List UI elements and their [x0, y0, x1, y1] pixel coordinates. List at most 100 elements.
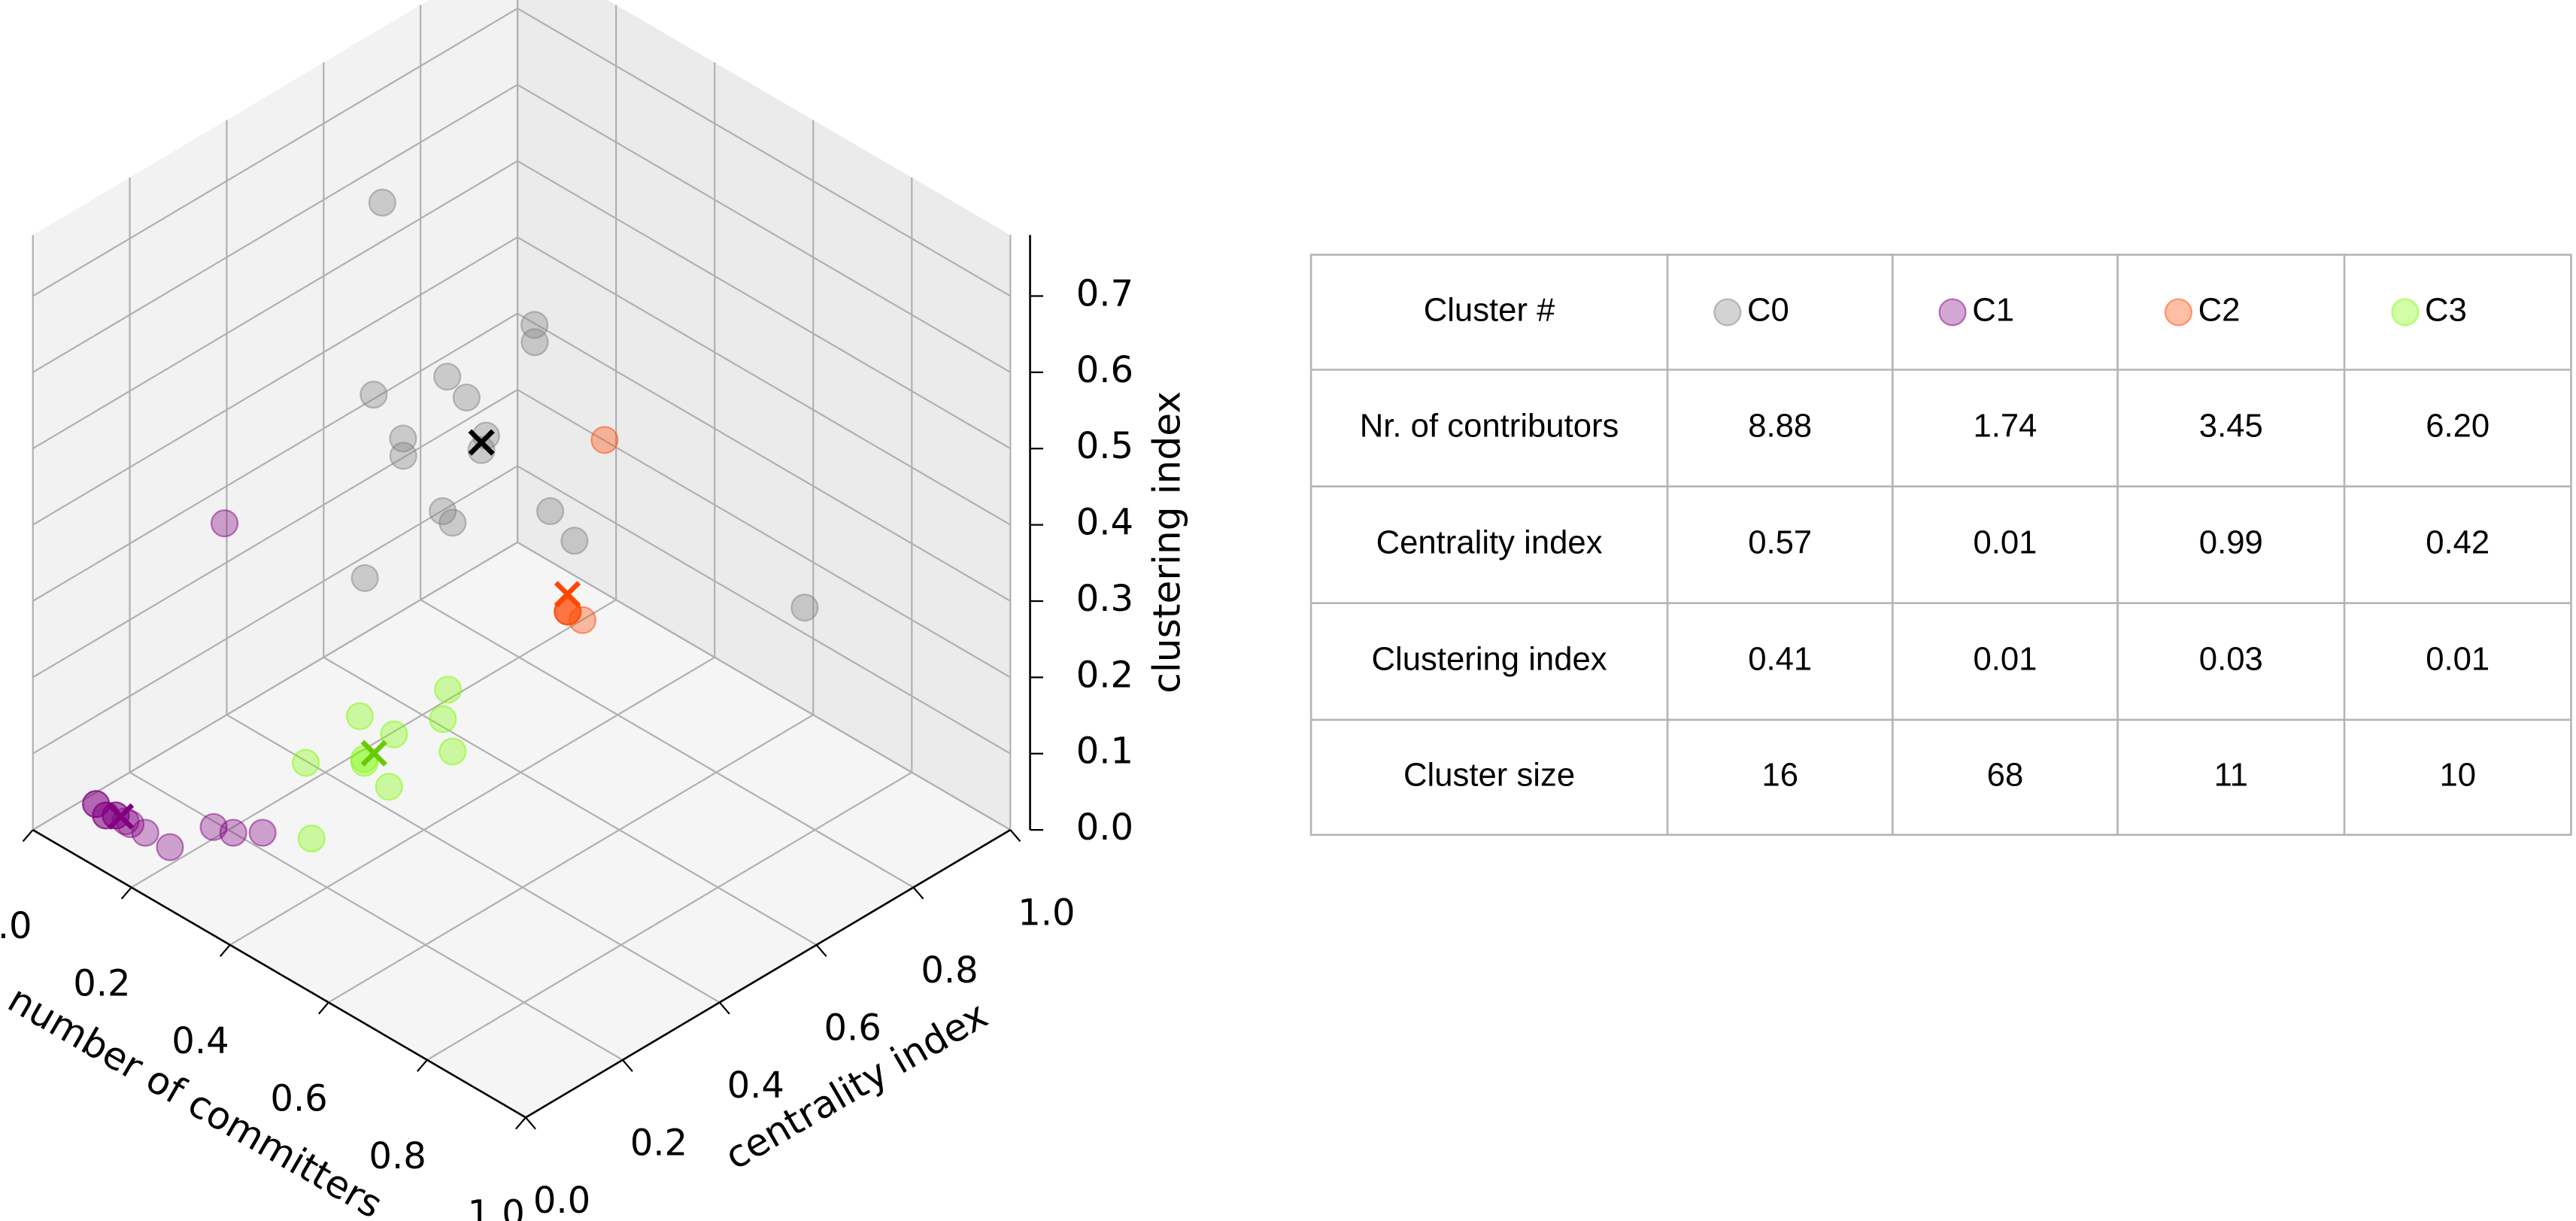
legend-label: C2: [2198, 292, 2241, 329]
grid-line: [426, 771, 912, 1061]
data-point: [433, 676, 463, 704]
table-cell: 16: [1761, 757, 1798, 794]
tick-mark: [120, 886, 132, 900]
tick-mark: [1009, 829, 1021, 843]
data-point: [210, 509, 239, 538]
z-tick-label: 0.4: [1076, 502, 1133, 544]
table-cell: 8.88: [1748, 408, 1812, 445]
x-tick-label: 0.4: [171, 1020, 229, 1062]
grid-line: [229, 656, 715, 946]
grid-line: [517, 160, 1011, 450]
row-label: Cluster size: [1403, 757, 1575, 794]
grid-line: [420, 599, 915, 888]
data-point: [467, 436, 496, 464]
data-point: [156, 833, 184, 861]
y-tick-label: 0.0: [533, 1180, 590, 1221]
table-header: Cluster #: [1424, 292, 1555, 329]
centroid-marker: [107, 803, 135, 830]
legend-marker: [2391, 298, 2420, 327]
table-cell: 1.74: [1973, 408, 2037, 445]
data-point: [428, 497, 457, 526]
row-label: Clustering index: [1371, 641, 1607, 678]
tick-mark: [815, 944, 827, 958]
z-tick-label: 0.0: [1076, 806, 1133, 849]
x-tick-label: 0.8: [369, 1135, 426, 1177]
tick-mark: [219, 944, 231, 958]
grid-line: [32, 160, 518, 450]
grid-line: [517, 236, 1011, 526]
z-tick-label: 0.7: [1076, 272, 1133, 314]
data-point: [131, 819, 159, 847]
legend-marker: [1938, 298, 1967, 327]
tick-mark: [416, 1059, 428, 1072]
grid-line: [328, 714, 814, 1004]
z-axis-label: clustering index: [1145, 391, 1189, 694]
data-point: [248, 819, 277, 847]
tick-mark: [317, 1001, 329, 1015]
legend-marker: [1713, 298, 1742, 327]
data-point: [368, 188, 396, 217]
legend-label: C1: [1972, 292, 2014, 329]
x-tick-label: 0.2: [73, 963, 130, 1005]
x-tick-label: 1.0: [467, 1192, 524, 1221]
data-point: [590, 426, 619, 454]
tick-mark: [718, 1001, 730, 1015]
legend-label: C0: [1747, 292, 1789, 329]
grid-line: [32, 8, 518, 297]
data-point: [219, 819, 247, 847]
y-tick-label: 0.2: [630, 1122, 687, 1164]
grid-line: [32, 541, 518, 831]
centroid-marker: [468, 429, 495, 456]
table-cell: 0.99: [2199, 524, 2263, 561]
table-cell: 0.42: [2426, 524, 2490, 561]
grid-line: [32, 312, 518, 602]
grid-line: [517, 465, 1011, 755]
table-cell: 0.41: [1748, 641, 1812, 678]
table-cell: 0.01: [1973, 641, 2037, 678]
data-point: [452, 383, 481, 412]
data-point: [389, 442, 417, 470]
data-point: [554, 597, 582, 626]
table-cell: 0.01: [2426, 641, 2490, 678]
table-cell: 10: [2439, 757, 2476, 794]
grid-line: [32, 84, 518, 373]
row-label: Centrality index: [1376, 524, 1603, 561]
table-cell: 3.45: [2199, 408, 2263, 445]
pane: [32, 0, 518, 831]
grid-line: [32, 236, 518, 526]
legend-marker: [2164, 298, 2192, 327]
data-point: [360, 381, 388, 409]
data-point: [520, 328, 549, 357]
data-point: [345, 702, 374, 730]
table-cell: 0.57: [1748, 524, 1812, 561]
row-label: Nr. of contributors: [1360, 408, 1619, 445]
data-point: [438, 509, 467, 537]
data-point: [297, 825, 326, 853]
x-tick-label: 0.6: [270, 1078, 327, 1120]
grid-line: [32, 465, 518, 755]
tick-mark: [622, 1059, 633, 1072]
tick-mark: [22, 829, 34, 843]
pane: [32, 542, 1011, 1118]
table-cell: 6.20: [2426, 408, 2490, 445]
centroid-marker: [554, 581, 581, 608]
data-point: [350, 563, 379, 592]
data-point: [375, 773, 403, 801]
data-point: [292, 749, 320, 777]
axis-line: [525, 828, 1012, 1119]
tick-mark: [525, 1116, 536, 1130]
data-point: [438, 737, 467, 766]
data-point: [380, 720, 408, 749]
table-cell: 0.03: [2199, 641, 2263, 678]
z-tick-label: 0.1: [1076, 730, 1133, 773]
grid-line: [129, 771, 624, 1061]
z-tick-label: 0.6: [1076, 349, 1133, 391]
table-cell: 0.01: [1973, 524, 2037, 561]
grid-line: [517, 389, 1011, 679]
grid-line: [517, 8, 1011, 297]
axis-line: [32, 828, 526, 1119]
grid-line: [517, 84, 1011, 373]
data-point: [536, 497, 565, 526]
y-tick-label: 1.0: [1018, 892, 1075, 934]
data-point: [560, 527, 589, 555]
